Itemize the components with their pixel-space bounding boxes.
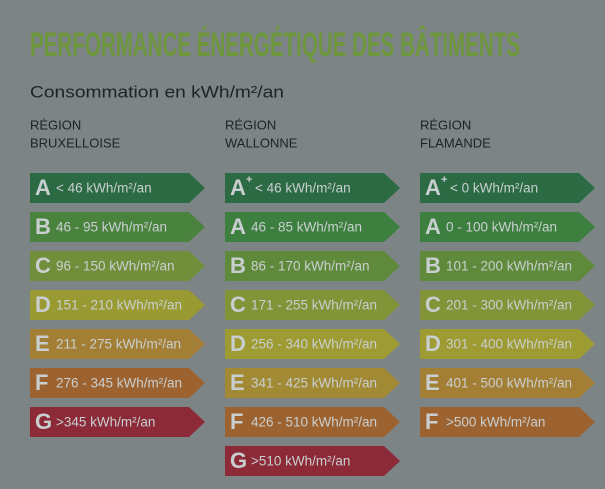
energy-letter: A [425,214,441,239]
energy-range: < 46 kWh/m²/an [255,181,351,196]
energy-range: >500 kWh/m²/an [446,415,545,430]
energy-letter: B [230,253,246,278]
energy-arrow [225,407,400,437]
region-label: RÉGION [30,117,81,132]
energy-arrow [30,251,205,281]
energy-arrow [420,251,595,281]
energy-range: 46 - 85 kWh/m²/an [251,220,362,235]
energy-letter: F [35,370,48,395]
energy-range: 276 - 345 kWh/m²/an [56,376,182,391]
energy-range: 101 - 200 kWh/m²/an [446,259,572,274]
region-label: RÉGION [225,117,276,132]
energy-arrow [225,290,400,320]
energy-letter: C [35,253,51,278]
energy-arrow [225,212,400,242]
energy-letter: A [35,175,51,200]
energy-letter: D [425,331,441,356]
energy-arrow [420,329,595,359]
energy-arrow [420,290,595,320]
energy-range: 341 - 425 kWh/m²/an [251,376,377,391]
energy-arrow [30,368,205,398]
energy-letter: C [230,292,246,317]
energy-letter: E [425,370,440,395]
energy-arrow [225,251,400,281]
energy-letter: A [230,214,246,239]
energy-range: 301 - 400 kWh/m²/an [446,337,572,352]
energy-range: 171 - 255 kWh/m²/an [251,298,377,313]
energy-letter: B [35,214,51,239]
energy-arrow [420,368,595,398]
region-label: FLAMANDE [420,135,491,150]
energy-range: 201 - 300 kWh/m²/an [446,298,572,313]
energy-arrow [30,329,205,359]
energy-range: >345 kWh/m²/an [56,415,155,430]
energy-range: 46 - 95 kWh/m²/an [56,220,167,235]
energy-arrow [30,290,205,320]
energy-range: 96 - 150 kWh/m²/an [56,259,175,274]
energy-arrow [30,407,205,437]
energy-arrow [30,173,205,203]
region-label: RÉGION [420,117,471,132]
energy-range: 401 - 500 kWh/m²/an [446,376,572,391]
energy-letter: D [35,292,51,317]
energy-range: 86 - 170 kWh/m²/an [251,259,370,274]
energy-letter-sup: + [441,174,447,186]
energy-arrow [225,446,400,476]
energy-range: >510 kWh/m²/an [251,454,350,469]
energy-range: 211 - 275 kWh/m²/an [56,337,181,352]
energy-arrow [225,329,400,359]
energy-letter: F [230,409,243,434]
energy-arrow [420,212,595,242]
region-label: BRUXELLOISE [30,135,121,150]
subtitle: Consommation en kWh/m²/an [30,82,284,101]
energy-range: 426 - 510 kWh/m²/an [251,415,377,430]
energy-letter: G [230,448,247,473]
energy-arrow [420,407,595,437]
energy-range: 256 - 340 kWh/m²/an [251,337,377,352]
energy-letter-sup: + [246,174,252,186]
energy-letter: F [425,409,438,434]
energy-letter: D [230,331,246,356]
energy-letter: B [425,253,441,278]
energy-letter: G [35,409,52,434]
energy-arrow [225,173,400,203]
energy-range: 151 - 210 kWh/m²/an [56,298,182,313]
energy-letter: C [425,292,441,317]
energy-letter: A [230,175,246,200]
region-label: WALLONNE [225,135,298,150]
energy-range: 0 - 100 kWh/m²/an [446,220,557,235]
title: PERFORMANCE ÉNERGÉTIQUE DES BÂTIMENTS [30,26,520,64]
energy-arrow [225,368,400,398]
energy-letter: E [35,331,50,356]
energy-letter: E [230,370,245,395]
energy-range: < 46 kWh/m²/an [56,181,152,196]
energy-arrow [420,173,595,203]
energy-range: < 0 kWh/m²/an [450,181,538,196]
energy-letter: A [425,175,441,200]
energy-arrow [30,212,205,242]
